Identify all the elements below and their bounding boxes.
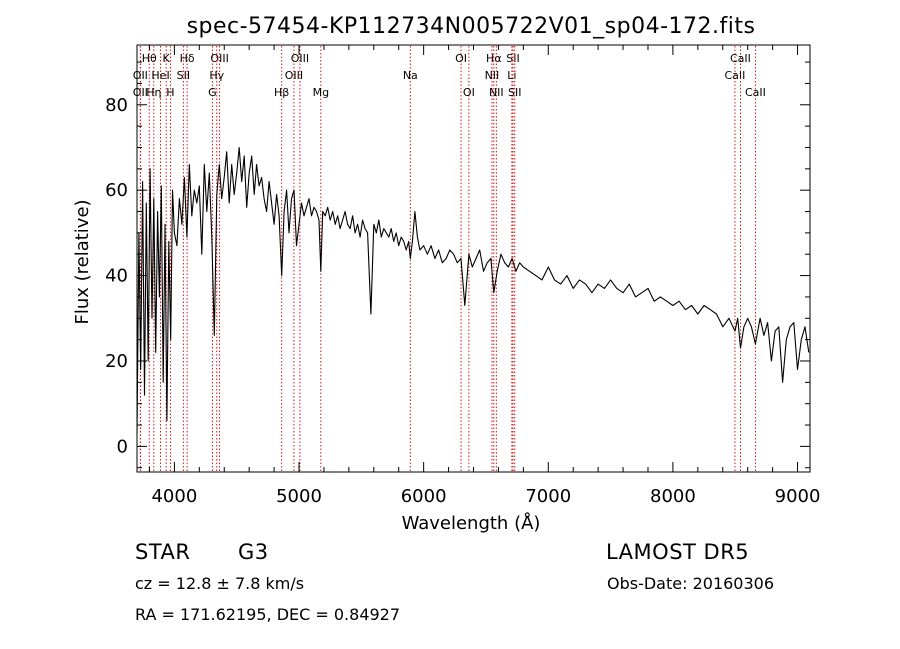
line-marker-label: Hγ bbox=[209, 69, 224, 82]
line-marker-label: OIII bbox=[285, 69, 303, 82]
line-marker-label: SII bbox=[177, 69, 190, 82]
x-tick-label: 7000 bbox=[525, 486, 571, 507]
object-subclass: G3 bbox=[238, 540, 269, 564]
y-axis-label: Flux (relative) bbox=[72, 199, 93, 324]
line-marker-label: OIII bbox=[291, 52, 309, 65]
survey-name: LAMOST DR5 bbox=[606, 540, 750, 564]
line-marker-label: CaII bbox=[745, 86, 766, 99]
y-tick-label: 0 bbox=[117, 436, 128, 457]
line-marker-label: Hθ bbox=[142, 52, 157, 65]
x-axis-label: Wavelength (Å) bbox=[402, 512, 541, 534]
line-marker-label: CaII bbox=[725, 69, 746, 82]
observation-date: Obs-Date: 20160306 bbox=[607, 574, 775, 593]
y-tick-label: 80 bbox=[105, 95, 128, 116]
line-marker-label: Hη bbox=[146, 86, 161, 99]
y-tick-label: 40 bbox=[105, 266, 128, 287]
line-marker-label: OI bbox=[463, 86, 475, 99]
line-marker-label: SII bbox=[508, 86, 521, 99]
coordinates: RA = 171.62195, DEC = 0.84927 bbox=[135, 605, 401, 624]
line-marker-label: Na bbox=[403, 69, 418, 82]
object-class: STAR bbox=[135, 540, 191, 564]
x-tick-label: 8000 bbox=[650, 486, 696, 507]
line-marker-label: NII bbox=[489, 86, 504, 99]
line-marker-label: Mg bbox=[313, 86, 329, 99]
line-marker-label: Hδ bbox=[180, 52, 195, 65]
line-marker-label: CaII bbox=[730, 52, 751, 65]
redshift-info: cz = 12.8 ± 7.8 km/s bbox=[135, 574, 305, 593]
line-marker-label: K bbox=[163, 52, 171, 65]
x-tick-label: 5000 bbox=[276, 486, 322, 507]
y-tick-label: 60 bbox=[105, 180, 128, 201]
x-axis-ticks: 4000 5000 6000 7000 8000 9000 bbox=[148, 45, 821, 507]
line-marker-label: OI bbox=[455, 52, 467, 65]
line-marker-label: G bbox=[208, 86, 217, 99]
line-marker-label: HeI bbox=[151, 69, 169, 82]
line-marker-label: OIII bbox=[210, 52, 228, 65]
line-marker-label: Li bbox=[507, 69, 516, 82]
line-marker-label: H bbox=[166, 86, 174, 99]
spectrum-chart: spec-57454-KP112734N005722V01_sp04-172.f… bbox=[72, 14, 821, 534]
line-marker-label: Hα bbox=[486, 52, 502, 65]
line-marker-label: OII bbox=[133, 69, 148, 82]
line-marker-label: NII bbox=[485, 69, 500, 82]
y-tick-label: 20 bbox=[105, 351, 128, 372]
line-marker-label: SII bbox=[506, 52, 519, 65]
x-tick-label: 4000 bbox=[151, 486, 197, 507]
line-marker-label: Hβ bbox=[274, 86, 289, 99]
x-tick-label: 6000 bbox=[401, 486, 447, 507]
y-axis-ticks: 0 20 40 60 80 bbox=[105, 61, 810, 469]
plot-frame bbox=[136, 44, 811, 473]
x-tick-label: 9000 bbox=[775, 486, 821, 507]
spectrum-line bbox=[136, 146, 810, 434]
chart-title: spec-57454-KP112734N005722V01_sp04-172.f… bbox=[187, 14, 756, 39]
